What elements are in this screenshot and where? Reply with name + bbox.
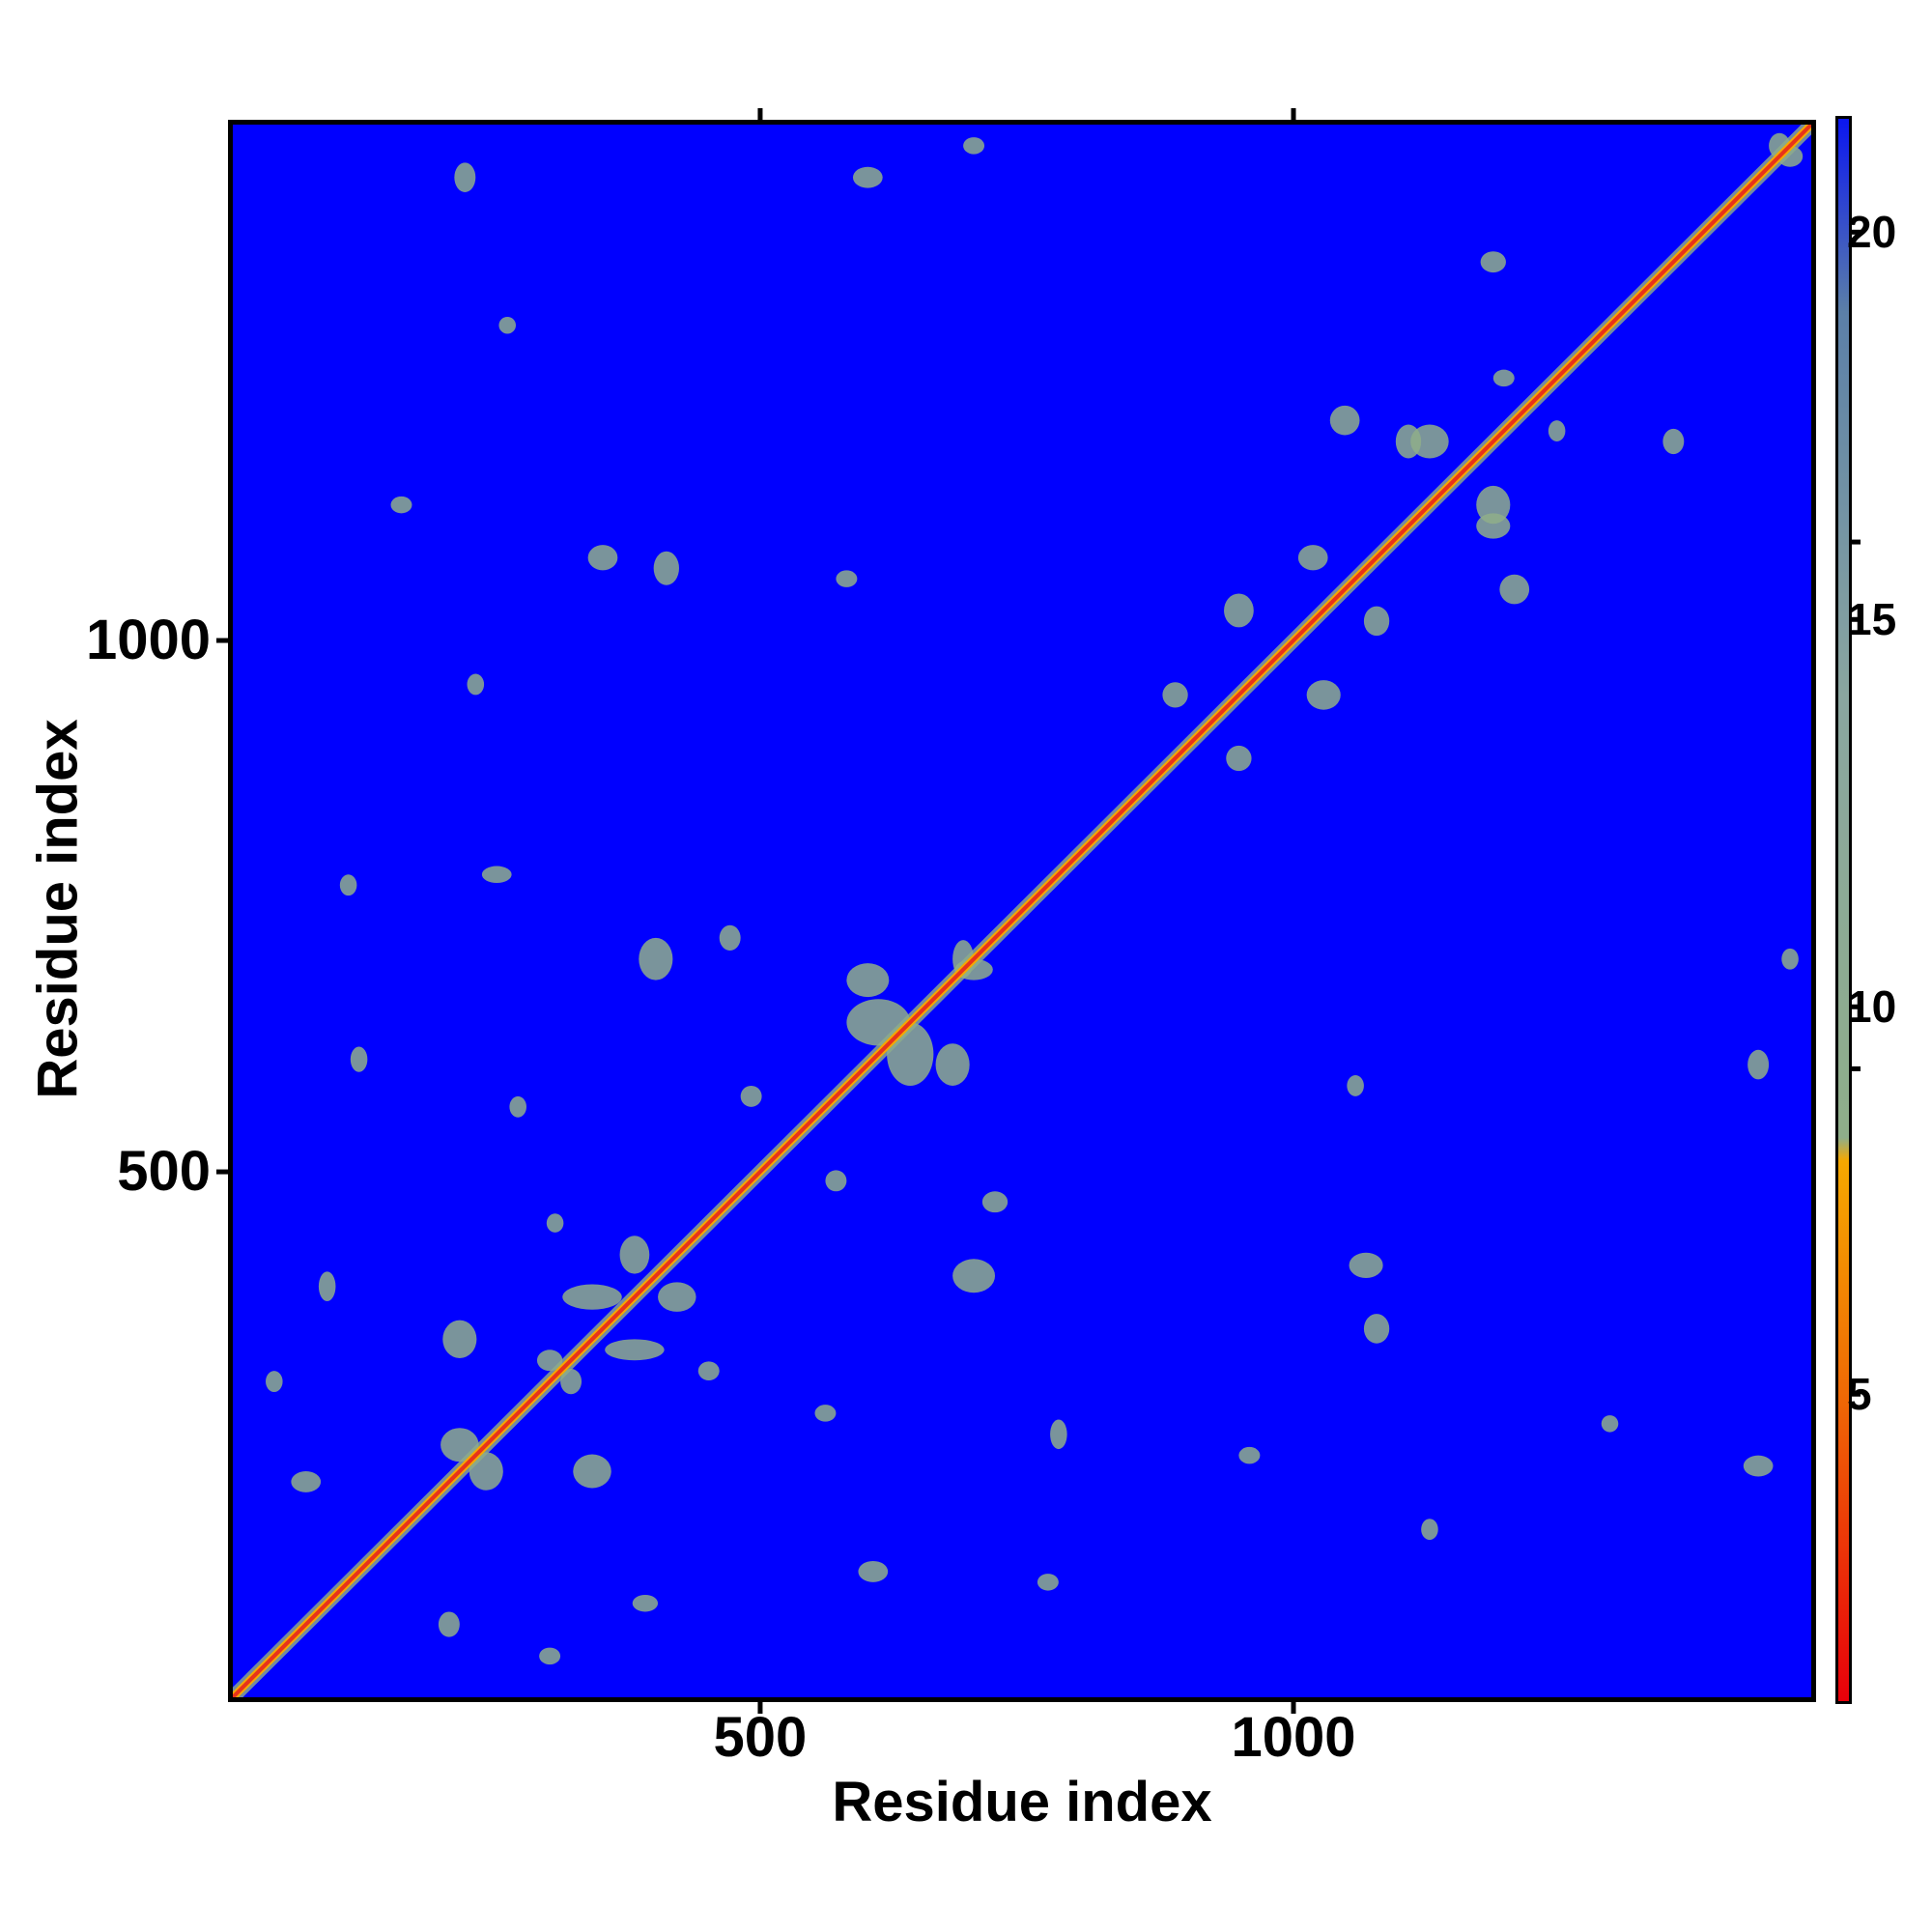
contact-patch [1162,682,1188,708]
x-tick-label: 500 [713,1706,808,1769]
contact-patch [981,1191,1009,1213]
contact-patch [935,1043,970,1086]
colorbar-tick-label: 15 [1847,594,1897,645]
contact-patch [1781,948,1799,970]
heatmap [233,125,1811,1697]
contact-patch [1476,485,1511,525]
contact-patch [350,1046,368,1072]
contact-patch [952,1259,996,1293]
contact-patch [852,166,883,188]
contact-patch [653,551,679,585]
contact-patch [562,1284,622,1310]
contact-patch [1297,545,1328,571]
contact-patch [442,1320,477,1359]
contact-patch [658,1282,696,1312]
contact-patch [619,1236,650,1274]
contact-patch [1306,680,1341,710]
contact-patch [390,496,412,514]
contact-patch [573,1454,611,1489]
contact-patch [740,1085,762,1107]
y-tick-label: 1000 [85,609,211,672]
contact-patch [1238,1446,1261,1464]
contact-patch [546,1213,564,1233]
contact-patch [1349,1252,1383,1278]
contact-patch [481,866,512,884]
contact-patch [963,137,985,155]
contact-patch [1347,1075,1364,1096]
contact-patch [1329,405,1360,436]
contact-patch [1492,369,1515,387]
contact-patch [454,162,476,192]
contact-patch [438,1611,460,1637]
contact-patch [1743,1455,1774,1477]
contact-patch [846,963,890,998]
diagonal-line [233,125,1811,1697]
contact-patch [539,1647,561,1665]
contact-patch [1363,606,1390,637]
contact-patch [266,1371,283,1393]
contact-patch [291,1471,322,1492]
contact-patch [1224,593,1254,628]
contact-patch [1421,1519,1438,1541]
y-tick-label: 500 [117,1140,211,1204]
contact-patch [814,1405,837,1422]
contact-patch [1499,574,1530,605]
contact-patch [339,874,357,896]
contact-patch [858,1560,889,1582]
contact-patch [1037,1574,1059,1591]
colorbar [1835,116,1852,1704]
contact-patch [639,937,673,980]
contact-patch [719,924,741,952]
contact-patch [1601,1415,1619,1433]
y-axis-label: Residue index [26,719,90,1099]
contact-patch [509,1095,526,1118]
contact-patch [1747,1049,1770,1080]
colorbar-tick-label: 5 [1847,1369,1872,1420]
contact-patch [836,570,858,587]
contact-patch [697,1361,720,1380]
contact-patch [1363,1314,1390,1344]
plot-area [228,120,1816,1702]
contact-patch [587,545,618,571]
contact-patch [1226,745,1252,772]
contact-patch [1548,420,1566,442]
x-axis-label: Residue index [832,1771,1212,1833]
contact-patch [1480,251,1506,273]
colorbar-tick-label: 10 [1847,981,1897,1033]
contact-patch [467,673,485,696]
contact-patch [498,316,517,334]
colorbar-tick-label: 20 [1847,207,1897,258]
contact-patch [1662,428,1685,455]
contact-patch [632,1594,659,1612]
contact-patch [1050,1419,1067,1450]
contact-patch [825,1170,847,1192]
contact-patch [318,1271,336,1301]
contact-patch [605,1339,665,1361]
x-tick-label: 1000 [1231,1706,1356,1769]
contact-patch [1410,424,1449,459]
